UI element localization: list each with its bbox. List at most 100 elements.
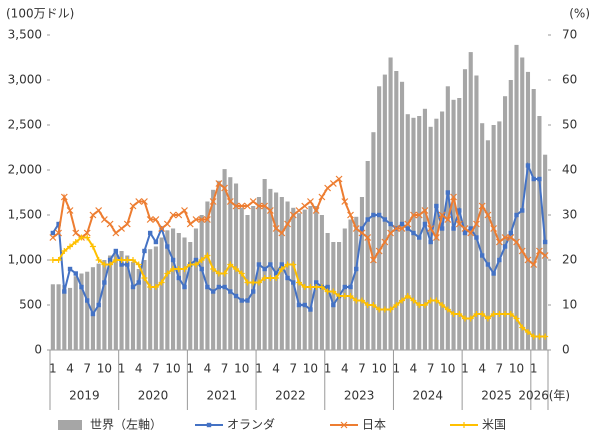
bar — [480, 123, 485, 350]
x-tick-label: 4 — [478, 362, 486, 376]
legend-swatch — [58, 420, 82, 430]
line-marker — [451, 226, 456, 231]
line-marker — [192, 261, 199, 268]
line-marker — [266, 207, 274, 214]
line-marker — [324, 184, 332, 192]
line-marker — [490, 225, 498, 232]
line-marker — [256, 262, 262, 267]
line-marker — [284, 261, 291, 268]
bar — [314, 206, 319, 350]
bar — [268, 188, 273, 350]
line-marker — [381, 238, 389, 246]
line-marker — [335, 175, 343, 183]
x-tick-label: 7 — [496, 362, 504, 376]
x-tick-label: 10 — [97, 362, 112, 376]
line-marker — [485, 262, 491, 267]
line-marker — [95, 207, 103, 214]
line-marker — [341, 198, 349, 205]
line-marker — [518, 247, 526, 255]
line-marker — [318, 193, 326, 201]
x-tick-label: 7 — [427, 362, 435, 376]
line-marker — [404, 293, 411, 299]
line-marker — [158, 225, 166, 232]
line-marker — [352, 225, 360, 232]
line-marker — [278, 266, 285, 272]
line-marker — [147, 230, 153, 236]
line-marker — [279, 262, 285, 267]
bar — [468, 52, 473, 350]
line-marker — [232, 202, 240, 210]
bar — [262, 179, 267, 350]
line-marker — [204, 252, 211, 259]
bar — [148, 249, 153, 350]
line-marker — [484, 211, 492, 219]
line-marker — [203, 216, 211, 223]
line-marker — [399, 221, 405, 227]
y-tick-label: 2,500 — [8, 118, 42, 132]
line-marker — [56, 221, 61, 227]
line-marker — [530, 261, 538, 268]
line-marker — [478, 202, 486, 210]
line-marker — [296, 279, 302, 286]
line-marker — [209, 198, 217, 205]
line-marker — [182, 284, 187, 290]
line-marker — [524, 256, 532, 264]
line-marker — [112, 229, 120, 237]
line-marker — [268, 262, 273, 267]
line-marker — [49, 257, 56, 263]
line-marker — [450, 193, 457, 201]
line-marker — [514, 212, 519, 218]
line-marker — [501, 234, 509, 241]
line-marker — [72, 239, 79, 245]
line-marker — [422, 221, 428, 227]
bar — [377, 86, 382, 351]
year-label: 2021 — [206, 389, 237, 403]
line-marker — [301, 284, 308, 290]
line-marker — [85, 298, 90, 303]
x-tick-label: 4 — [66, 362, 74, 376]
line-marker — [170, 266, 177, 272]
bar — [308, 206, 313, 350]
line-marker — [353, 297, 360, 304]
line-marker — [301, 202, 309, 210]
line-marker — [467, 315, 474, 322]
line-marker — [273, 275, 280, 281]
line-marker — [433, 297, 440, 304]
line-marker — [262, 266, 267, 272]
bar — [537, 116, 542, 350]
line-marker — [135, 261, 142, 268]
line-marker — [239, 298, 244, 303]
line-marker — [250, 279, 257, 286]
y-tick-label: 3,500 — [8, 28, 42, 42]
line-marker — [62, 289, 67, 294]
line-marker — [152, 216, 160, 223]
y2-tick-label: 60 — [562, 73, 577, 87]
line-marker — [450, 311, 457, 317]
line-marker — [186, 220, 194, 228]
line-marker — [462, 315, 468, 322]
line-marker — [524, 329, 531, 335]
line-marker — [336, 293, 343, 299]
line-marker — [359, 226, 365, 231]
line-marker — [296, 302, 302, 308]
line-marker — [444, 306, 451, 313]
bar — [90, 267, 95, 350]
line-marker — [307, 284, 314, 290]
line-marker — [341, 293, 348, 299]
bar — [188, 242, 193, 350]
x-tick-label: 10 — [165, 362, 180, 376]
line-marker — [536, 333, 543, 340]
x-tick-label: 4 — [204, 362, 212, 376]
line-marker — [381, 306, 388, 313]
line-marker — [106, 220, 114, 228]
bar — [108, 255, 113, 350]
line-marker — [354, 266, 359, 272]
line-marker — [329, 180, 337, 187]
line-marker — [141, 275, 148, 281]
line-marker — [107, 261, 114, 268]
line-marker — [347, 293, 354, 299]
line-marker — [519, 324, 526, 331]
bar — [388, 57, 393, 350]
line-marker — [376, 306, 383, 313]
bar — [342, 228, 347, 350]
